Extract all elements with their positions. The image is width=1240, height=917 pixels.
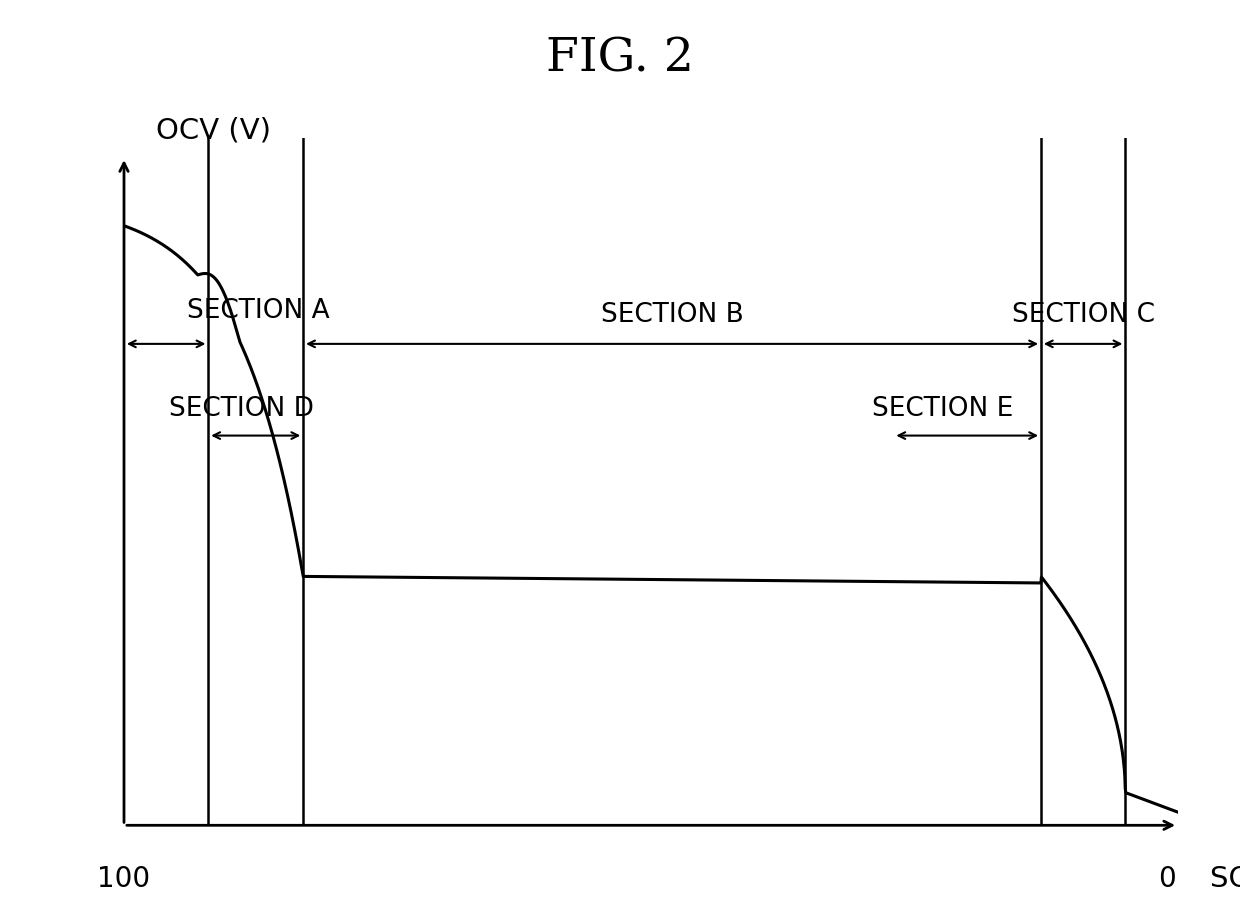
Text: 0: 0 [1158, 865, 1177, 892]
Text: FIG. 2: FIG. 2 [546, 37, 694, 82]
Text: OCV (V): OCV (V) [155, 116, 270, 144]
Text: SECTION A: SECTION A [187, 298, 330, 325]
Text: SECTION C: SECTION C [1012, 302, 1154, 327]
Text: SECTION B: SECTION B [600, 302, 744, 327]
Text: SECTION E: SECTION E [872, 396, 1013, 423]
Text: SECTION D: SECTION D [169, 396, 314, 423]
Text: SOC (%): SOC (%) [1209, 865, 1240, 892]
Text: 100: 100 [98, 865, 150, 892]
